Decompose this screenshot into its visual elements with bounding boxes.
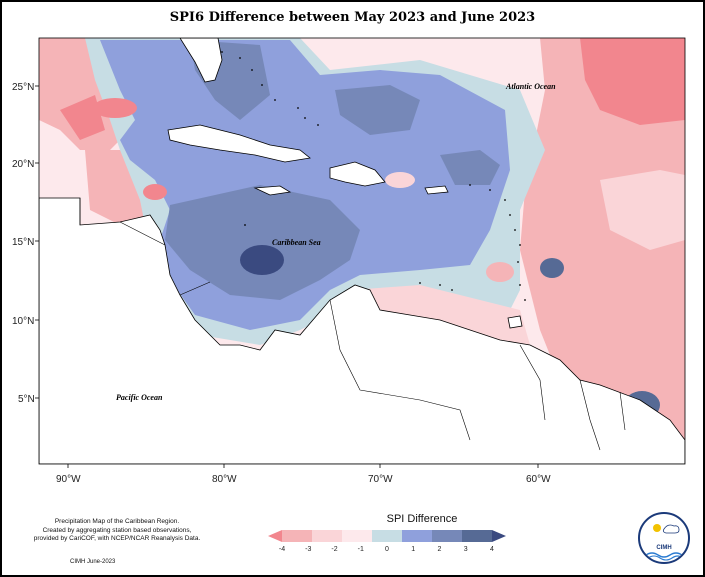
colorbar-tick-label: -3 (305, 546, 311, 553)
lat-label-25n: 25°N (12, 82, 34, 93)
colorbar-swatch (402, 530, 432, 542)
colorbar-swatch (432, 530, 462, 542)
lon-label-80w: 80°W (212, 474, 237, 485)
legend-title: SPI Difference (386, 513, 458, 525)
colorbar-tick-label: 0 (385, 546, 389, 553)
land-florida (179, 38, 223, 83)
lon-label-90w: 90°W (56, 474, 81, 485)
spi-region-east-mid (600, 170, 685, 250)
map-title: SPI6 Difference between May 2023 and Jun… (169, 10, 536, 25)
colorbar-extend-high (492, 530, 506, 542)
spi-region-windward-wet (540, 258, 564, 278)
colorbar-tick-label: 1 (411, 546, 415, 553)
colorbar-swatch (342, 530, 372, 542)
credit-line-3: provided by CariCOF, with NCEP/NCAR Rean… (33, 535, 201, 542)
spi-region-puerto-rico-dry (385, 172, 415, 188)
spi-region-venezuela-coast (350, 285, 530, 345)
colorbar-tick-label: -2 (331, 546, 337, 553)
colorbar-tick-label: -4 (279, 546, 285, 553)
spi-region-caribbean-wettest (240, 245, 284, 275)
label-pacific-ocean: Pacific Ocean (116, 393, 163, 402)
cimh-logo: CIMH (638, 512, 690, 564)
land-cuba (167, 124, 311, 163)
land-central-south-america (39, 197, 685, 464)
spi-region-honduras-dry (143, 184, 167, 200)
spi-region-hispaniola-north-wetter (335, 85, 420, 135)
credit-text: Precipitation Map of the Caribbean Regio… (12, 518, 222, 544)
lat-label-15n: 15°N (12, 237, 34, 248)
lat-label-20n: 20°N (12, 159, 34, 170)
land-hispaniola (329, 161, 386, 187)
spi-region-bonaire-dry (486, 262, 514, 282)
colorbar-swatch (312, 530, 342, 542)
spi-region-east-dry (520, 38, 685, 464)
lat-label-5n: 5°N (18, 394, 35, 405)
colorbar-tick-label: 3 (464, 546, 468, 553)
label-atlantic-ocean: Atlantic Ocean (505, 82, 556, 91)
lat-label-10n: 10°N (12, 316, 34, 327)
colorbar-swatch (282, 530, 312, 542)
credit-line-1: Precipitation Map of the Caribbean Regio… (54, 518, 180, 525)
lat-ticks (35, 85, 39, 399)
land-puerto-rico (424, 185, 449, 195)
label-caribbean-sea: Caribbean Sea (272, 238, 321, 247)
colorbar-extend-low (268, 530, 282, 542)
colorbar-tick-label: -1 (358, 546, 364, 553)
colorbar-swatch (462, 530, 492, 542)
lon-ticks (67, 464, 539, 468)
cimh-logo-graphic (645, 524, 683, 561)
colorbar: -4 -3 -2 -1 0 1 2 3 4 (268, 530, 506, 553)
spi-region-ne-very-dry (580, 38, 685, 125)
lon-label-60w: 60°W (526, 474, 551, 485)
plot-border (38, 37, 686, 465)
spi-region-east-caribbean-wetter (440, 150, 500, 185)
credit-date: CIMH June-2023 (70, 559, 116, 565)
land-borders (79, 198, 626, 451)
cimh-logo-text: CIMH (656, 545, 672, 551)
lon-label-70w: 70°W (368, 474, 393, 485)
colorbar-tick-label: 2 (438, 546, 442, 553)
colorbar-swatch (372, 530, 402, 542)
spi-region-gulf-dry (39, 38, 130, 150)
colorbar-tick-label: 4 (490, 546, 494, 553)
spi-field (39, 38, 685, 464)
land-jamaica (253, 185, 292, 196)
spi-region-caribbean-wetter (165, 185, 360, 300)
land-masses (39, 38, 685, 464)
island-dots (221, 51, 526, 301)
credit-line-2: Created by aggregating station based obs… (42, 526, 192, 534)
spi-region-gulf-hotspot (93, 98, 137, 118)
land-trinidad (507, 315, 523, 329)
